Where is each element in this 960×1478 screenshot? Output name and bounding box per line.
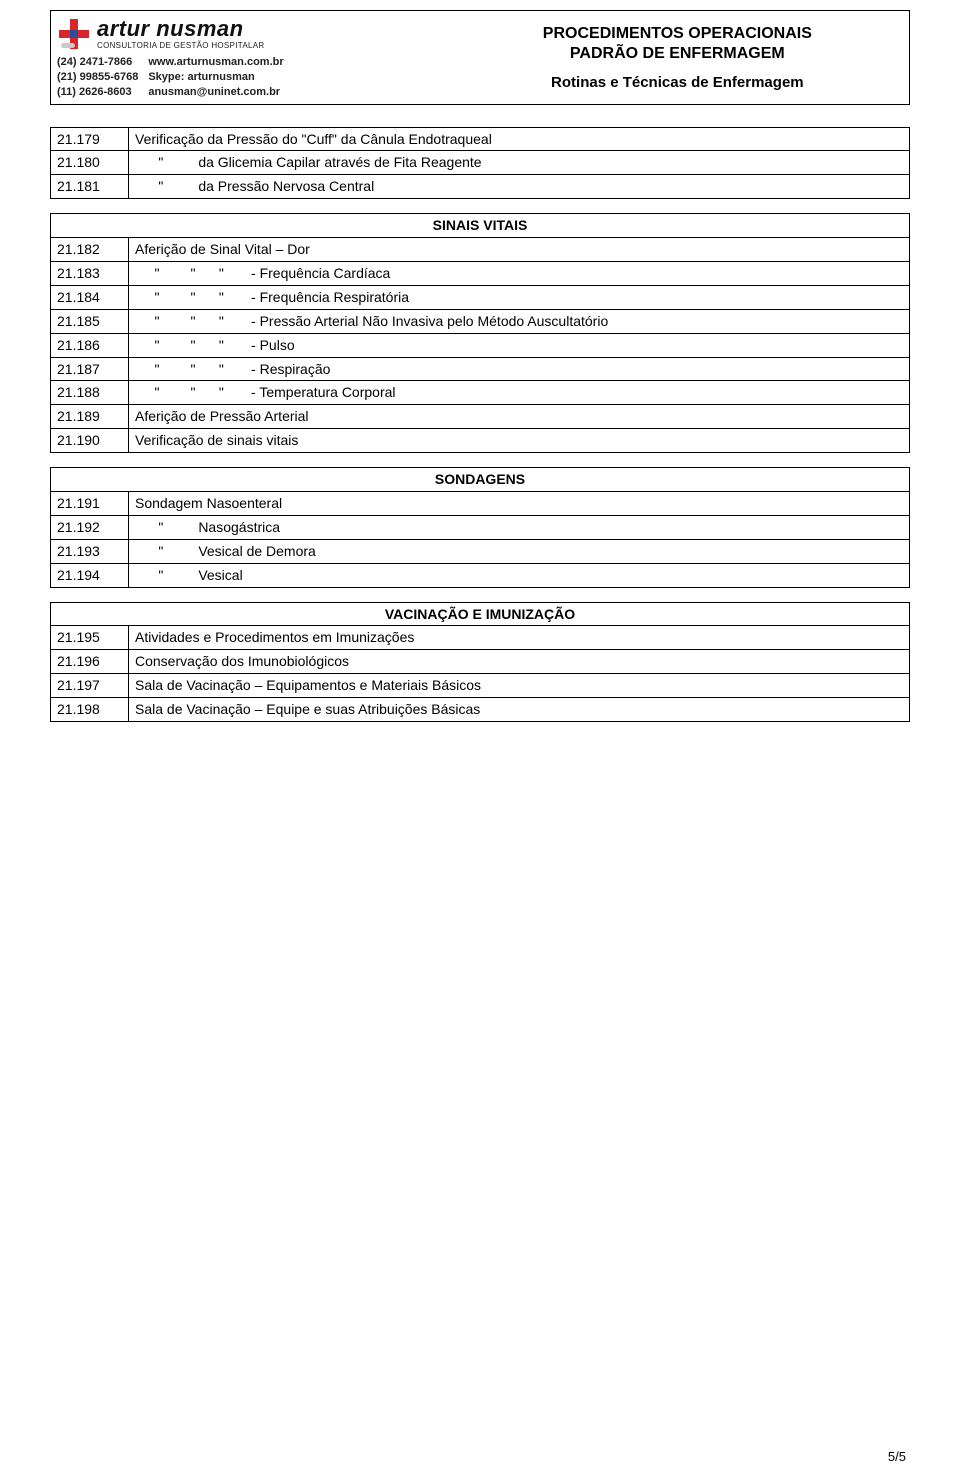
- row-code: 21.188: [51, 381, 129, 405]
- row-desc: Conservação dos Imunobiológicos: [129, 650, 910, 674]
- section-header: SONDAGENS: [51, 468, 910, 492]
- doc-title-line1: PROCEDIMENTOS OPERACIONAIS: [543, 24, 812, 44]
- table-row: 21.184 " " " - Frequência Respiratória: [51, 285, 910, 309]
- row-desc: " Nasogástrica: [129, 515, 910, 539]
- row-desc: Verificação de sinais vitais: [129, 429, 910, 453]
- row-desc: Sala de Vacinação – Equipamentos e Mater…: [129, 674, 910, 698]
- table-row: 21.197Sala de Vacinação – Equipamentos e…: [51, 674, 910, 698]
- row-code: 21.194: [51, 563, 129, 587]
- row-code: 21.196: [51, 650, 129, 674]
- row-code: 21.182: [51, 238, 129, 262]
- table-row: 21.179Verificação da Pressão do "Cuff" d…: [51, 127, 910, 151]
- row-code: 21.186: [51, 333, 129, 357]
- row-code: 21.198: [51, 698, 129, 722]
- contact-web: www.arturnusman.com.br Skype: arturnusma…: [148, 55, 283, 100]
- procedure-table: SINAIS VITAIS21.182Aferição de Sinal Vit…: [50, 213, 910, 453]
- row-desc: Sondagem Nasoenteral: [129, 492, 910, 516]
- row-code: 21.185: [51, 309, 129, 333]
- row-code: 21.195: [51, 626, 129, 650]
- row-desc: Aferição de Pressão Arterial: [129, 405, 910, 429]
- row-desc: Aferição de Sinal Vital – Dor: [129, 238, 910, 262]
- header-right: PROCEDIMENTOS OPERACIONAIS PADRÃO DE ENF…: [446, 11, 909, 104]
- procedure-table: 21.179Verificação da Pressão do "Cuff" d…: [50, 127, 910, 200]
- procedure-table: SONDAGENS21.191Sondagem Nasoenteral21.19…: [50, 467, 910, 587]
- table-row: 21.194 " Vesical: [51, 563, 910, 587]
- row-desc: " " " - Respiração: [129, 357, 910, 381]
- logo-text: artur nusman CONSULTORIA DE GESTÃO HOSPI…: [97, 18, 264, 50]
- row-code: 21.197: [51, 674, 129, 698]
- contact-phone: (21) 99855-6768: [57, 70, 138, 85]
- row-code: 21.191: [51, 492, 129, 516]
- table-row: 21.190Verificação de sinais vitais: [51, 429, 910, 453]
- row-code: 21.180: [51, 151, 129, 175]
- contact-phone: (24) 2471-7866: [57, 55, 138, 70]
- logo-row: artur nusman CONSULTORIA DE GESTÃO HOSPI…: [57, 17, 436, 51]
- row-desc: " da Pressão Nervosa Central: [129, 175, 910, 199]
- page-number: 5/5: [888, 1449, 906, 1464]
- table-row: 21.183 " " " - Frequência Cardíaca: [51, 261, 910, 285]
- row-desc: Atividades e Procedimentos em Imunizaçõe…: [129, 626, 910, 650]
- contact-phones: (24) 2471-7866 (21) 99855-6768 (11) 2626…: [57, 55, 138, 100]
- row-code: 21.192: [51, 515, 129, 539]
- row-code: 21.181: [51, 175, 129, 199]
- row-desc: Sala de Vacinação – Equipe e suas Atribu…: [129, 698, 910, 722]
- table-row: 21.189Aferição de Pressão Arterial: [51, 405, 910, 429]
- table-row: 21.186 " " " - Pulso: [51, 333, 910, 357]
- row-desc: " Vesical de Demora: [129, 539, 910, 563]
- row-code: 21.179: [51, 127, 129, 151]
- contact-line: www.arturnusman.com.br: [148, 55, 283, 70]
- row-desc: " " " - Frequência Respiratória: [129, 285, 910, 309]
- table-row: 21.196Conservação dos Imunobiológicos: [51, 650, 910, 674]
- contact-line: anusman@uninet.com.br: [148, 85, 283, 100]
- document-header: artur nusman CONSULTORIA DE GESTÃO HOSPI…: [50, 10, 910, 105]
- row-desc: " " " - Temperatura Corporal: [129, 381, 910, 405]
- row-code: 21.184: [51, 285, 129, 309]
- table-row: 21.182Aferição de Sinal Vital – Dor: [51, 238, 910, 262]
- table-row: 21.188 " " " - Temperatura Corporal: [51, 381, 910, 405]
- table-row: 21.185 " " " - Pressão Arterial Não Inva…: [51, 309, 910, 333]
- contact-line: Skype: arturnusman: [148, 70, 283, 85]
- logo-cross-icon: [57, 17, 91, 51]
- header-left: artur nusman CONSULTORIA DE GESTÃO HOSPI…: [51, 11, 446, 104]
- logo-subtitle: CONSULTORIA DE GESTÃO HOSPITALAR: [97, 42, 264, 50]
- table-row: 21.181 " da Pressão Nervosa Central: [51, 175, 910, 199]
- doc-title-line2: PADRÃO DE ENFERMAGEM: [570, 44, 785, 64]
- row-desc: Verificação da Pressão do "Cuff" da Cânu…: [129, 127, 910, 151]
- table-row: 21.180 " da Glicemia Capilar através de …: [51, 151, 910, 175]
- table-row: 21.198Sala de Vacinação – Equipe e suas …: [51, 698, 910, 722]
- table-row: 21.191Sondagem Nasoenteral: [51, 492, 910, 516]
- row-desc: " Vesical: [129, 563, 910, 587]
- row-code: 21.187: [51, 357, 129, 381]
- section-header: SINAIS VITAIS: [51, 214, 910, 238]
- tables-container: 21.179Verificação da Pressão do "Cuff" d…: [50, 127, 910, 722]
- contact-block: (24) 2471-7866 (21) 99855-6768 (11) 2626…: [57, 55, 436, 100]
- row-code: 21.190: [51, 429, 129, 453]
- row-code: 21.183: [51, 261, 129, 285]
- row-desc: " " " - Pressão Arterial Não Invasiva pe…: [129, 309, 910, 333]
- table-row: 21.195Atividades e Procedimentos em Imun…: [51, 626, 910, 650]
- row-code: 21.189: [51, 405, 129, 429]
- doc-subtitle: Rotinas e Técnicas de Enfermagem: [551, 74, 804, 91]
- row-desc: " da Glicemia Capilar através de Fita Re…: [129, 151, 910, 175]
- row-code: 21.193: [51, 539, 129, 563]
- row-desc: " " " - Frequência Cardíaca: [129, 261, 910, 285]
- table-row: 21.187 " " " - Respiração: [51, 357, 910, 381]
- table-row: 21.192 " Nasogástrica: [51, 515, 910, 539]
- row-desc: " " " - Pulso: [129, 333, 910, 357]
- table-row: 21.193 " Vesical de Demora: [51, 539, 910, 563]
- section-header: VACINAÇÃO E IMUNIZAÇÃO: [51, 602, 910, 626]
- logo-name: artur nusman: [97, 18, 264, 40]
- contact-phone: (11) 2626-8603: [57, 85, 138, 100]
- procedure-table: VACINAÇÃO E IMUNIZAÇÃO21.195Atividades e…: [50, 602, 910, 722]
